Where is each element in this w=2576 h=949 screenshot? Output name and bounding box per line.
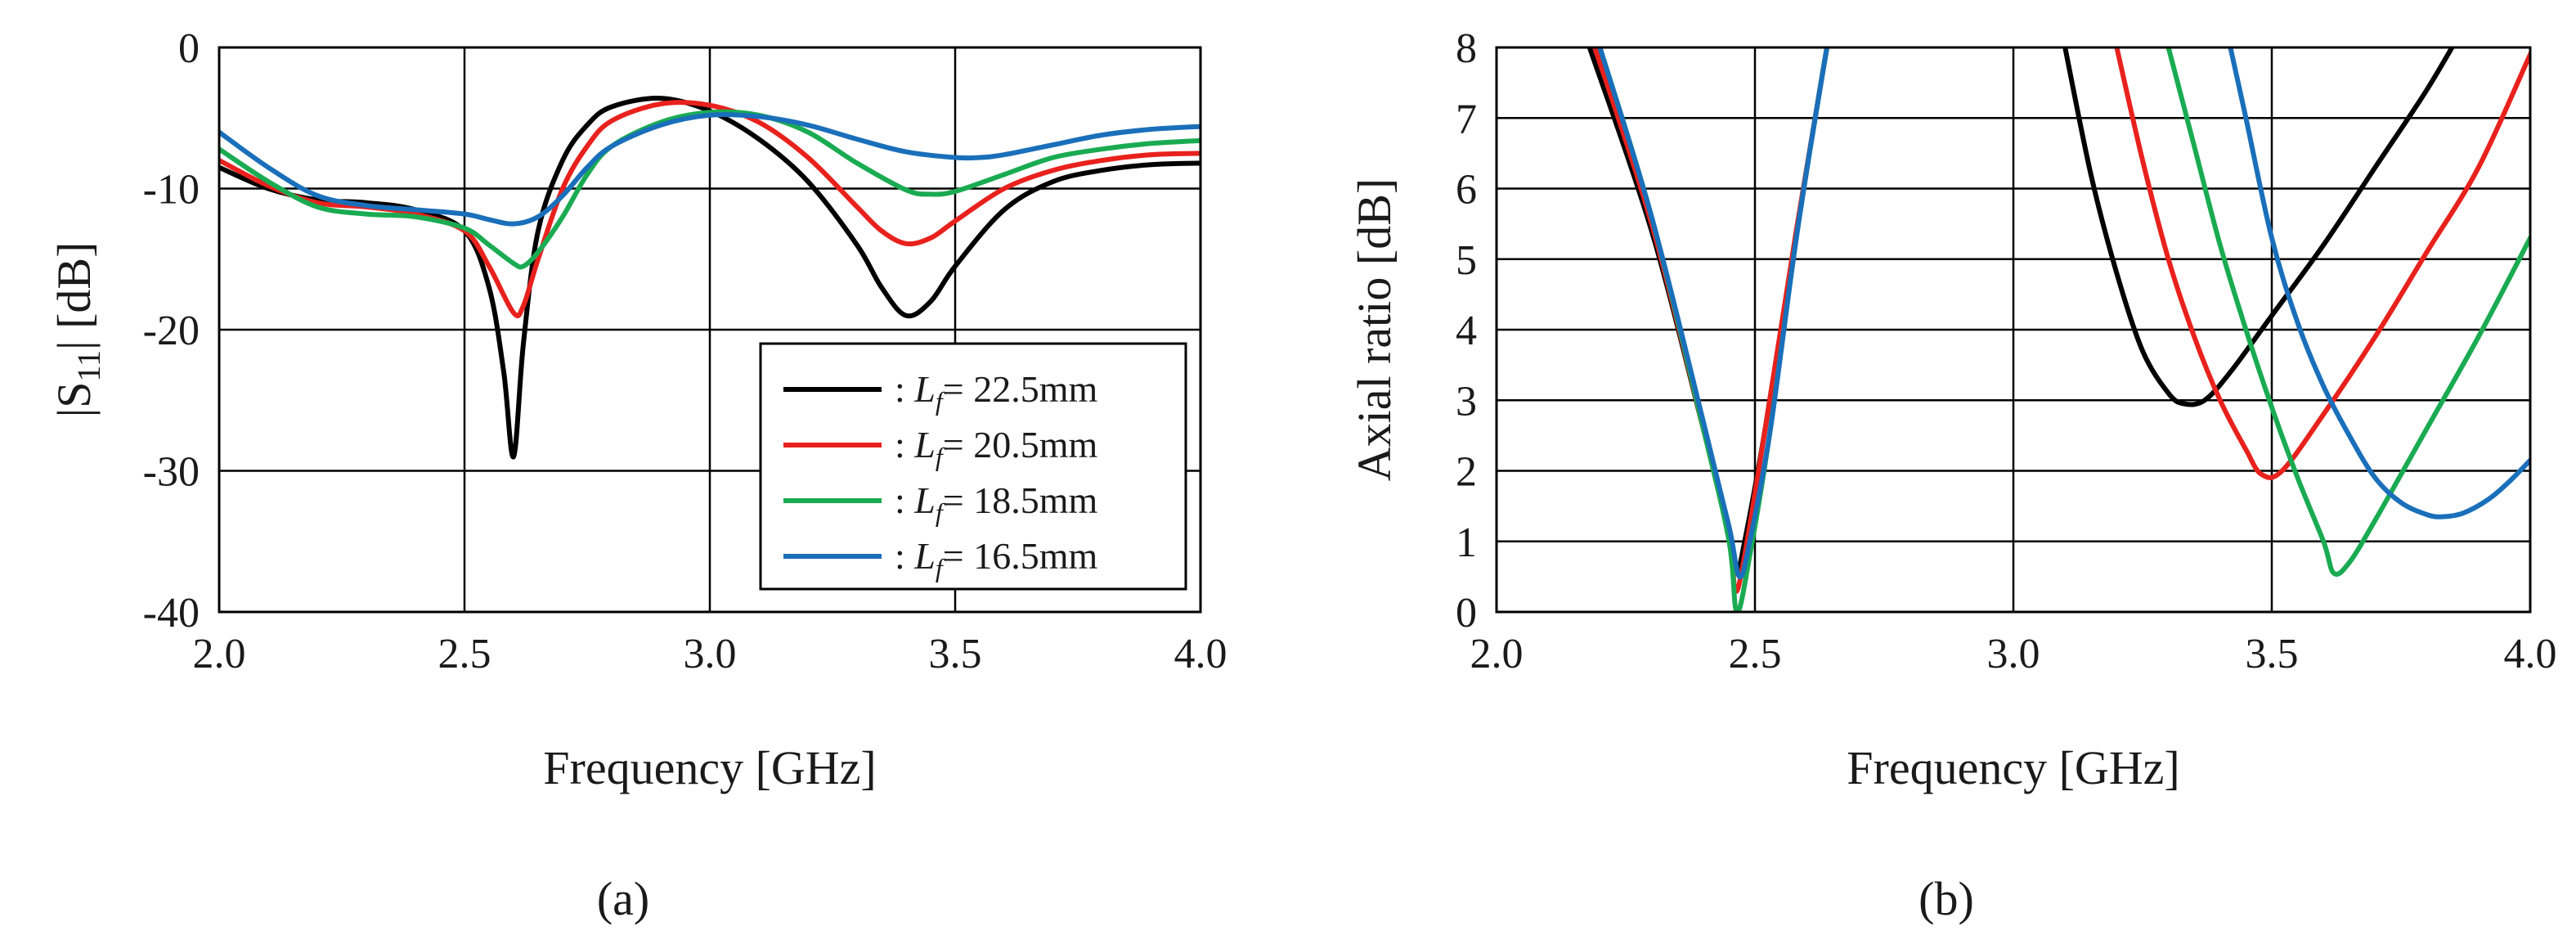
chart-b-y-axis-label: Axial ratio [dB] bbox=[1348, 178, 1401, 481]
chart-panel-a: 0 -10 -20 -30 -40 2.0 2.5 3.0 3.5 4.0 Frequency … bbox=[47, 25, 1227, 925]
chart-a-x-tick-label: 4.0 bbox=[1174, 631, 1227, 677]
legend-value: = 22.5mm bbox=[943, 368, 1098, 410]
chart-a-legend-label-2: : Lf= 18.5mm bbox=[895, 479, 1097, 527]
chart-b-y-tick-label: 5 bbox=[1456, 237, 1477, 284]
chart-a-y-tick-label: -10 bbox=[143, 167, 200, 214]
legend-value: = 16.5mm bbox=[943, 535, 1098, 577]
chart-a-x-tick-label: 3.5 bbox=[929, 631, 982, 677]
chart-b-y-tick-label: 8 bbox=[1456, 25, 1477, 72]
chart-b-y-tick-labels: 0 1 2 3 4 5 6 7 8 bbox=[1456, 25, 1477, 636]
chart-b-x-tick-label: 3.5 bbox=[2246, 631, 2299, 677]
chart-a-series bbox=[219, 96, 1200, 460]
chart-b-x-axis-label: Frequency [GHz] bbox=[1847, 741, 2179, 794]
chart-b-series-line-0 bbox=[2062, 47, 2455, 407]
legend-value: = 20.5mm bbox=[943, 424, 1098, 466]
chart-b-y-tick-label: 0 bbox=[1456, 590, 1477, 636]
chart-b-frame bbox=[1495, 46, 2532, 614]
chart-b-y-tick-label: 3 bbox=[1456, 378, 1477, 425]
chart-a-x-tick-label: 2.0 bbox=[193, 631, 246, 677]
chart-a-panel-label: (a) bbox=[597, 872, 649, 925]
chart-b-x-tick-label: 3.0 bbox=[1987, 631, 2040, 677]
chart-a-x-tick-labels: 2.0 2.5 3.0 3.5 4.0 bbox=[193, 631, 1227, 677]
legend-prefix: : bbox=[895, 535, 914, 577]
chart-a-y-axis-label-main: |S bbox=[47, 382, 101, 418]
chart-b-y-tick-label: 7 bbox=[1456, 96, 1477, 142]
chart-a-x-tick-label: 3.0 bbox=[684, 631, 737, 677]
chart-a-legend: : Lf= 22.5mm : Lf= 20.5mm : Lf= 18.5mm : Lf… bbox=[759, 342, 1187, 591]
chart-a-y-tick-label: -30 bbox=[143, 449, 200, 496]
chart-b-series-line-1 bbox=[2114, 47, 2530, 480]
chart-b-panel-label: (b) bbox=[1919, 872, 1974, 925]
chart-a-y-axis-label-sub: 11 bbox=[70, 350, 107, 382]
chart-b-y-tick-label: 6 bbox=[1456, 167, 1477, 214]
chart-b-x-tick-label: 2.0 bbox=[1470, 631, 1524, 677]
chart-b-series-line-3 bbox=[1597, 47, 1829, 580]
chart-b-y-tick-label: 2 bbox=[1456, 449, 1477, 496]
chart-a-legend-label-1: : Lf= 20.5mm bbox=[895, 424, 1097, 471]
legend-prefix: : bbox=[895, 479, 914, 521]
chart-a-y-tick-label: -20 bbox=[143, 308, 200, 354]
chart-b-y-tick-label: 1 bbox=[1456, 519, 1477, 566]
chart-a-y-axis-label: |S11| [dB] bbox=[47, 242, 107, 418]
chart-b-series-line-3 bbox=[2228, 47, 2530, 519]
chart-a-legend-box bbox=[759, 342, 1187, 591]
chart-a-frame bbox=[218, 46, 1202, 614]
legend-var: L bbox=[913, 368, 936, 410]
chart-b-y-tick-label: 4 bbox=[1456, 308, 1477, 354]
chart-a-x-tick-label: 2.5 bbox=[438, 631, 491, 677]
legend-value: = 18.5mm bbox=[943, 479, 1098, 521]
chart-b-series bbox=[1586, 47, 2530, 612]
chart-a-legend-label-0: : Lf= 22.5mm bbox=[895, 368, 1097, 416]
legend-prefix: : bbox=[895, 424, 914, 466]
chart-a-y-axis-label-tail: | [dB] bbox=[47, 242, 101, 350]
chart-a-legend-label-3: : Lf= 16.5mm bbox=[895, 535, 1097, 582]
chart-a-legend-items: : Lf= 22.5mm : Lf= 20.5mm : Lf= 18.5mm : Lf… bbox=[783, 368, 1097, 582]
legend-var: L bbox=[913, 535, 936, 577]
chart-b-x-tick-labels: 2.0 2.5 3.0 3.5 4.0 bbox=[1470, 631, 2557, 677]
chart-panel-b: 0 1 2 3 4 5 6 7 8 2.0 2.5 3.0 3.5 4.0 Frequency [GHz… bbox=[1348, 25, 2557, 925]
chart-b-x-tick-label: 4.0 bbox=[2504, 631, 2557, 677]
chart-a-y-tick-label: -40 bbox=[143, 590, 200, 636]
chart-a-y-tick-labels: 0 -10 -20 -30 -40 bbox=[143, 25, 200, 636]
chart-a-y-tick-label: 0 bbox=[178, 25, 200, 72]
legend-var: L bbox=[913, 424, 936, 466]
chart-a-series-line-3 bbox=[219, 112, 1200, 227]
chart-b-series-line-2 bbox=[2165, 47, 2530, 577]
legend-var: L bbox=[913, 479, 936, 521]
chart-b-x-tick-label: 2.5 bbox=[1729, 631, 1782, 677]
legend-prefix: : bbox=[895, 368, 914, 410]
chart-a-x-axis-label: Frequency [GHz] bbox=[543, 741, 876, 794]
